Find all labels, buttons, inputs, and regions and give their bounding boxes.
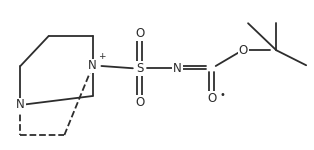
Text: S: S: [136, 62, 143, 75]
Text: N: N: [16, 99, 25, 111]
Text: O: O: [135, 27, 144, 40]
Text: N: N: [88, 60, 97, 72]
Text: •: •: [219, 90, 225, 99]
Text: O: O: [239, 44, 248, 57]
Text: N: N: [173, 62, 182, 75]
Text: +: +: [98, 52, 106, 61]
Text: O: O: [207, 92, 217, 105]
Text: O: O: [135, 96, 144, 109]
